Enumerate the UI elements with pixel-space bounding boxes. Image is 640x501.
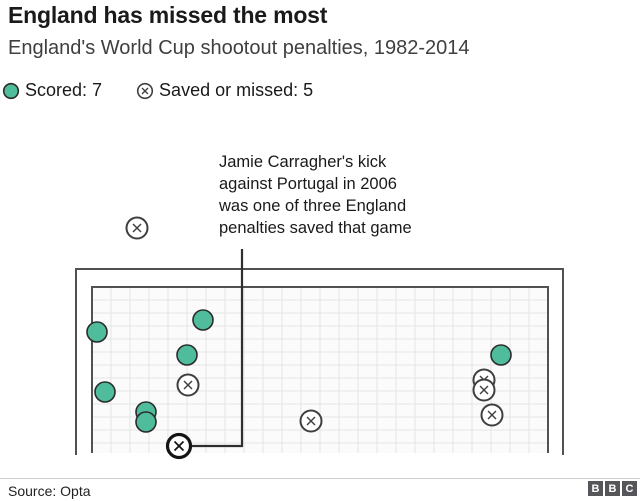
chart-title: England has missed the most (8, 2, 328, 28)
annotation-line: was one of three England (219, 197, 407, 215)
legend-item-scored: Scored: 7 (2, 80, 102, 101)
scored-point (176, 344, 198, 366)
legend-scored-label: Scored: 7 (25, 80, 103, 100)
bbc-logo-letter: B (588, 481, 603, 496)
annotation-connector-line (192, 249, 244, 448)
footer-divider (0, 478, 640, 479)
chart-subtitle: England's World Cup shootout penalties, … (8, 37, 470, 59)
missed-point-x (183, 380, 193, 390)
circle-x-icon (136, 82, 154, 99)
scored-point (86, 321, 108, 343)
missed-point-x (306, 416, 316, 426)
legend: Scored: 7 Saved or missed: 5 (2, 80, 313, 101)
goal-outer-frame (75, 268, 564, 455)
annotation-line: against Portugal in 2006 (219, 175, 397, 193)
legend-missed-label: Saved or missed: 5 (159, 80, 314, 100)
annotation-line: penalties saved that game (219, 219, 412, 237)
missed-point-x (487, 410, 497, 420)
scored-circle-icon (2, 82, 20, 99)
scored-point (135, 411, 157, 433)
scored-point (192, 309, 214, 331)
scored-point (94, 381, 116, 403)
annotation-line: Jamie Carragher's kick (219, 153, 387, 171)
highlighted-missed-point-x (173, 440, 185, 452)
annotation: Jamie Carragher's kick against Portugal … (219, 151, 459, 239)
source-label: Source: Opta (8, 483, 91, 499)
missed-point-x (479, 385, 489, 395)
scored-point (490, 344, 512, 366)
bbc-logo: B B C (586, 481, 637, 496)
missed-point-x (132, 223, 142, 233)
bbc-logo-letter: C (622, 481, 637, 496)
legend-item-missed: Saved or missed: 5 (136, 80, 313, 101)
goal-inner-frame (91, 286, 549, 453)
bbc-logo-letter: B (605, 481, 620, 496)
